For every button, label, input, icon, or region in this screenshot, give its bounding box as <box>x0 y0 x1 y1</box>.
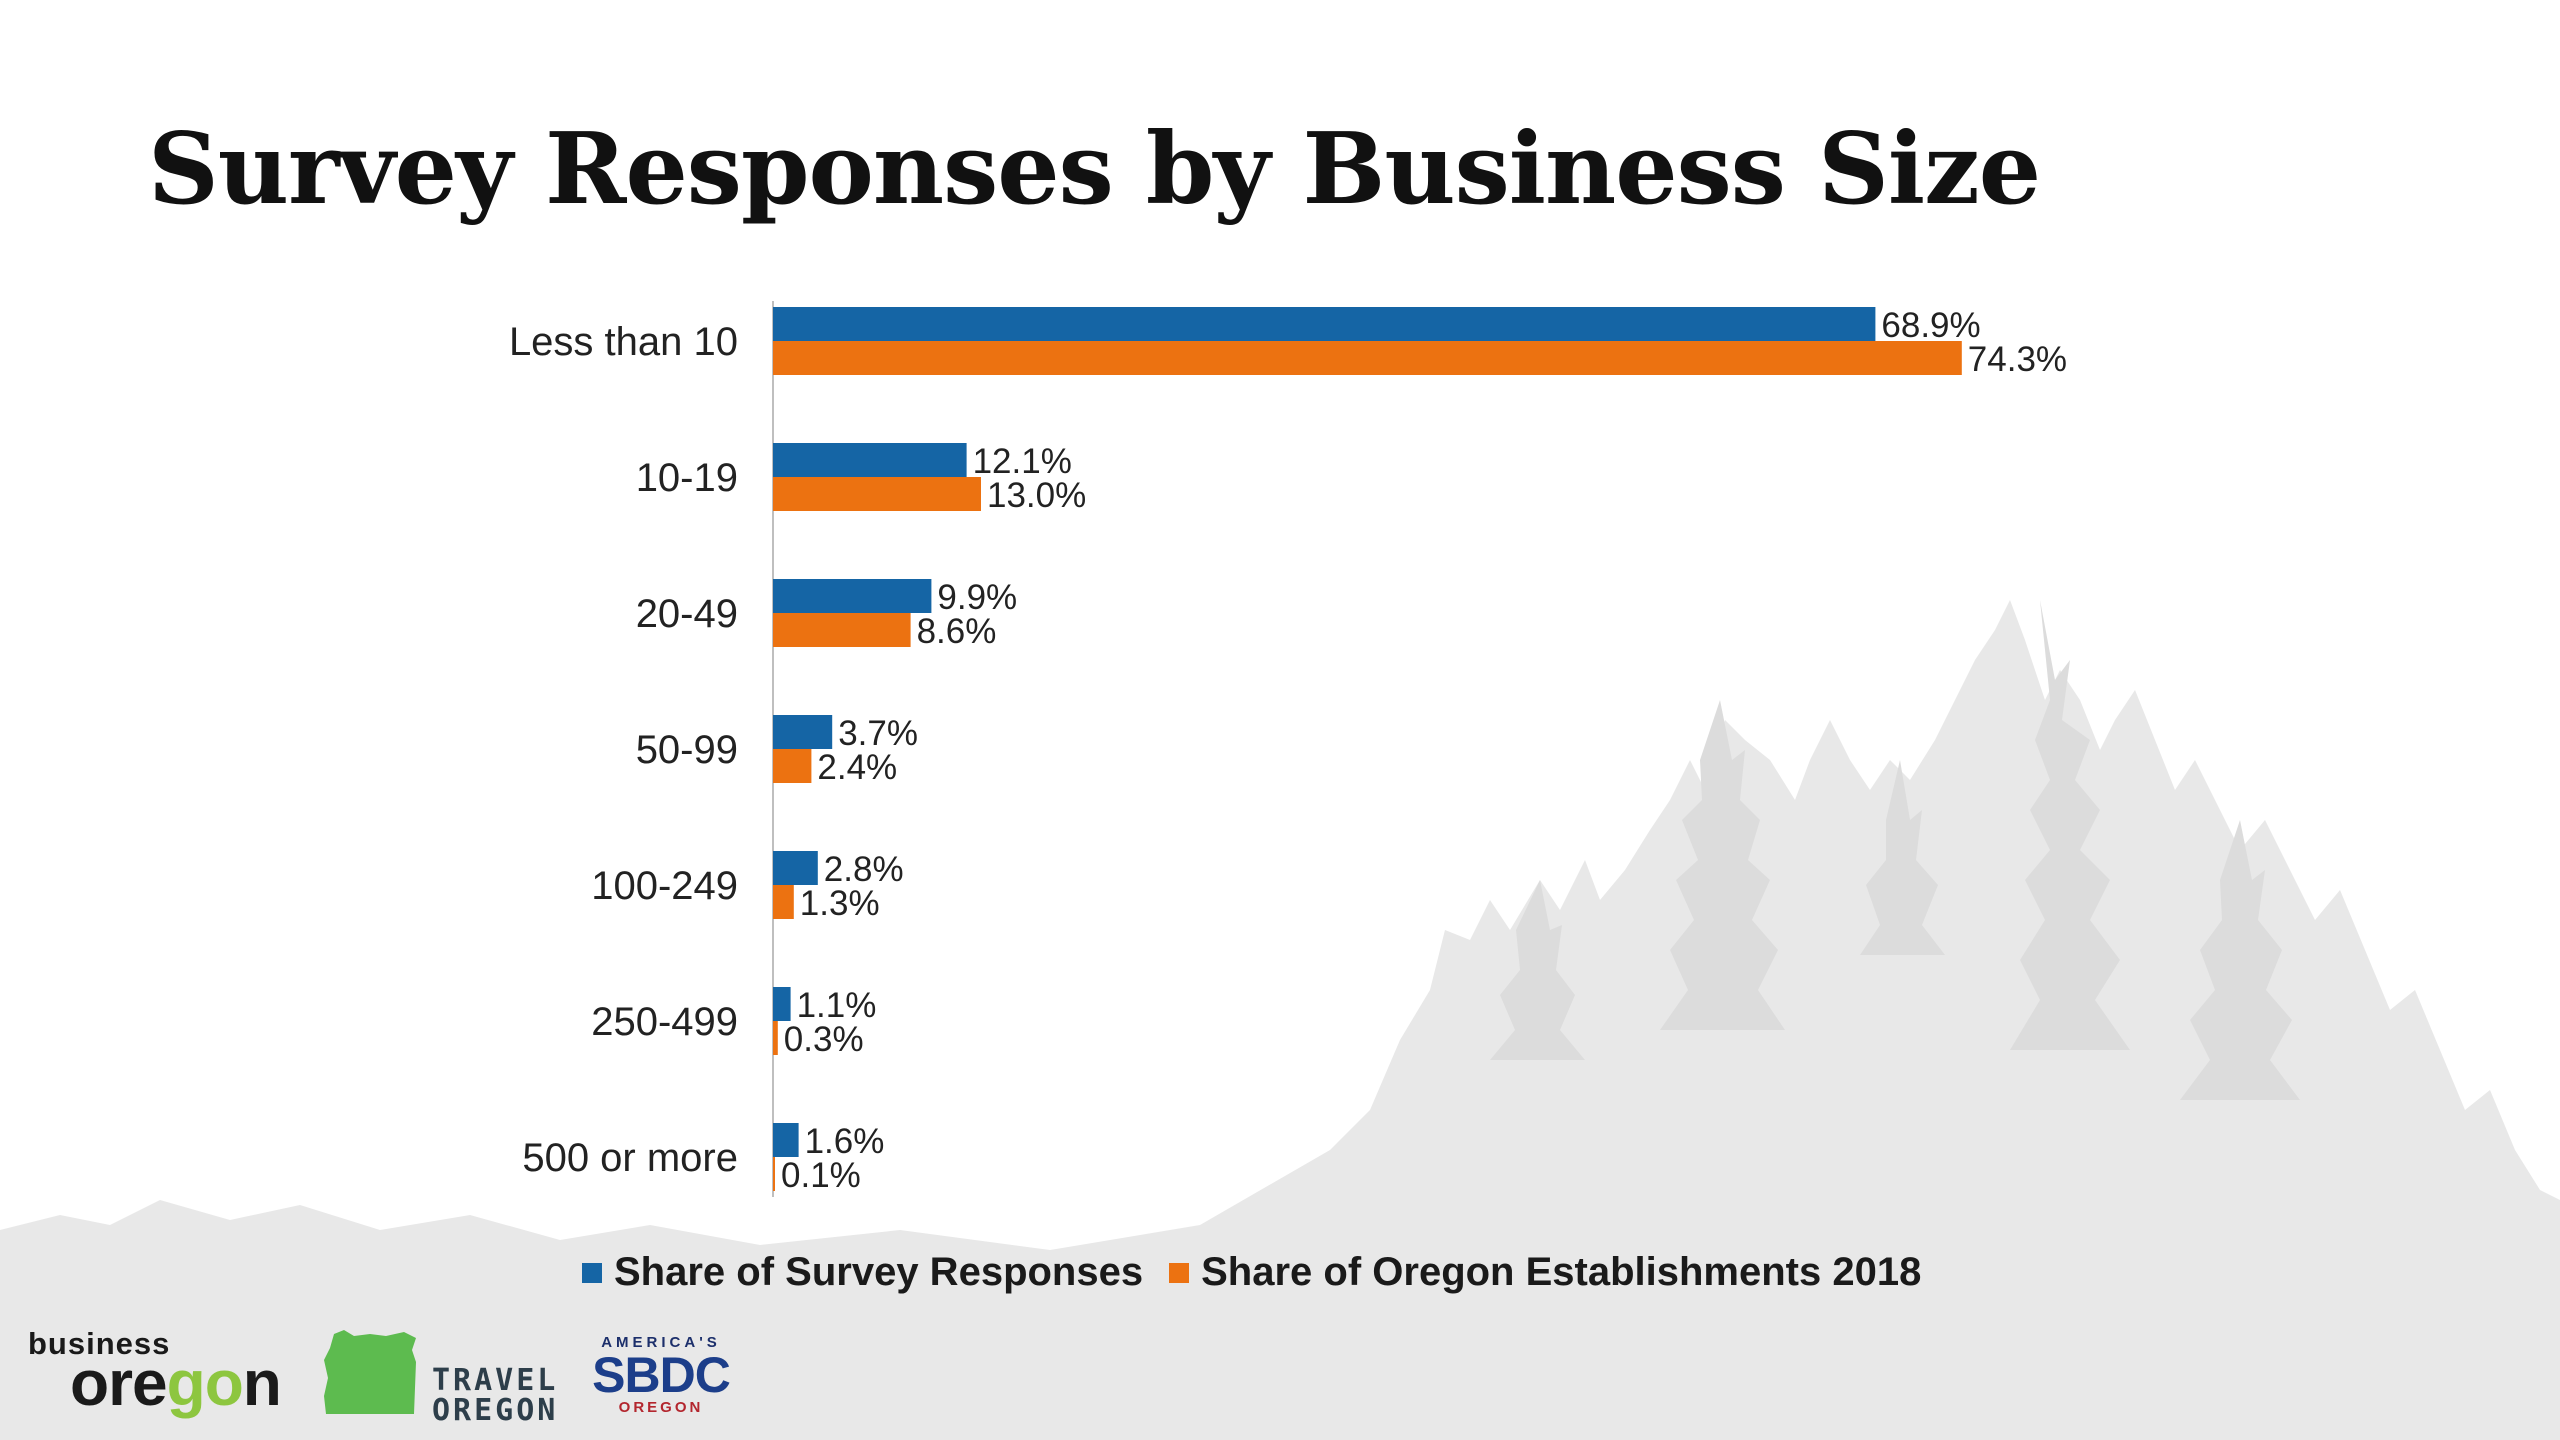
data-label: 68.9% <box>1881 306 1980 345</box>
sbdc-logo: AMERICA'S SBDC OREGON <box>592 1334 731 1416</box>
legend-swatch <box>1169 1262 1190 1283</box>
data-label: 1.6% <box>805 1122 885 1161</box>
bar-oregon-establishments <box>773 1157 775 1191</box>
data-label: 0.1% <box>781 1156 861 1195</box>
travel-oregon-logo: TRAVEL OREGON <box>320 1330 560 1426</box>
data-label: 13.0% <box>987 476 1086 515</box>
data-label: 8.6% <box>917 612 997 651</box>
data-label: 1.3% <box>800 884 880 923</box>
chart-legend: Share of Survey Responses Share of Oregon… <box>582 1250 1947 1295</box>
oregon-state-shape-icon <box>324 1330 416 1414</box>
category-label: 100-249 <box>591 864 738 908</box>
business-oregon-logo: business oregon <box>28 1326 282 1419</box>
bar-survey-responses <box>773 443 967 477</box>
data-label: 2.4% <box>817 748 897 787</box>
bar-survey-responses <box>773 715 833 749</box>
data-label: 74.3% <box>1968 340 2067 379</box>
bar-survey-responses <box>773 307 1876 341</box>
bar-oregon-establishments <box>773 1021 778 1055</box>
category-label: 20-49 <box>636 592 738 636</box>
bar-oregon-establishments <box>773 477 981 511</box>
data-label: 1.1% <box>797 986 877 1025</box>
slide-title: Survey Responses by Business Size <box>148 112 2041 227</box>
bar-survey-responses <box>773 579 932 613</box>
bar-survey-responses <box>773 1123 799 1157</box>
category-label: 500 or more <box>522 1136 738 1180</box>
category-label: Less than 10 <box>509 320 738 364</box>
data-label: 9.9% <box>937 578 1017 617</box>
data-label: 3.7% <box>838 714 918 753</box>
data-label: 2.8% <box>824 850 904 889</box>
bar-oregon-establishments <box>773 749 812 783</box>
data-label: 12.1% <box>973 442 1072 481</box>
category-label: 10-19 <box>636 456 738 500</box>
footer-logos: business oregon TRAVEL OREGON AMERICA'S … <box>0 1310 800 1440</box>
legend-swatch <box>582 1262 602 1283</box>
category-label: 250-499 <box>591 1000 738 1044</box>
legend-label: Share of Survey Responses <box>614 1250 1144 1294</box>
legend-item: Share of Survey Responses <box>582 1250 1143 1295</box>
bar-oregon-establishments <box>773 885 794 919</box>
bar-oregon-establishments <box>773 613 911 647</box>
bar-oregon-establishments <box>773 341 1962 375</box>
legend-label: Share of Oregon Establishments 2018 <box>1201 1250 1922 1294</box>
bar-survey-responses <box>773 851 818 885</box>
data-label: 0.3% <box>784 1020 864 1059</box>
legend-item: Share of Oregon Establishments 2018 <box>1169 1250 1921 1295</box>
category-label: 50-99 <box>636 728 738 772</box>
bar-survey-responses <box>773 987 791 1021</box>
